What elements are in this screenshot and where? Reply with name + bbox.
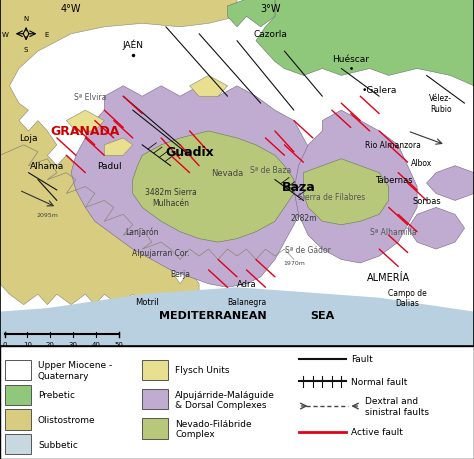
Text: Sª Elvira: Sª Elvira xyxy=(74,93,106,101)
Text: Berja: Berja xyxy=(170,269,190,278)
Text: Olistostrome: Olistostrome xyxy=(38,415,96,424)
Text: Rio Almanzora: Rio Almanzora xyxy=(365,141,421,150)
Text: Lanjarón: Lanjarón xyxy=(126,228,159,237)
Text: 2082m: 2082m xyxy=(290,214,317,223)
Polygon shape xyxy=(0,288,474,347)
Text: Cazorla: Cazorla xyxy=(253,30,287,39)
Text: Sierra de Fílabres: Sierra de Fílabres xyxy=(298,193,365,202)
Text: 3482m Sierra
Mulhacén: 3482m Sierra Mulhacén xyxy=(145,188,197,207)
Polygon shape xyxy=(294,111,417,263)
Text: Upper Miocene -
Quaternary: Upper Miocene - Quaternary xyxy=(38,360,112,380)
Bar xyxy=(5,385,31,405)
Polygon shape xyxy=(104,139,133,156)
Text: SEA: SEA xyxy=(310,310,335,320)
Text: ALMERÍA: ALMERÍA xyxy=(367,272,410,282)
Text: MEDITERRANEAN: MEDITERRANEAN xyxy=(159,310,267,320)
Text: Sª de Baza: Sª de Baza xyxy=(249,165,291,174)
Text: Vélez-
Rubio: Vélez- Rubio xyxy=(429,94,452,114)
Text: 50km: 50km xyxy=(123,341,143,347)
Text: Balanegra: Balanegra xyxy=(227,297,266,306)
Text: Huéscar: Huéscar xyxy=(332,55,369,63)
Polygon shape xyxy=(71,87,322,288)
Text: Normal fault: Normal fault xyxy=(351,377,407,386)
Text: S: S xyxy=(24,47,28,53)
Text: 40: 40 xyxy=(91,341,100,347)
Text: •Galera: •Galera xyxy=(362,86,397,95)
Text: Baza: Baza xyxy=(282,181,316,194)
Bar xyxy=(142,419,168,439)
Polygon shape xyxy=(228,0,275,28)
Text: 3°W: 3°W xyxy=(260,4,281,14)
Text: Alpujarran Cor.: Alpujarran Cor. xyxy=(132,248,190,257)
Text: 2095m: 2095m xyxy=(36,213,58,218)
Bar xyxy=(142,360,168,380)
Text: Motril: Motril xyxy=(135,297,159,306)
Text: Albox: Albox xyxy=(411,158,432,168)
Polygon shape xyxy=(0,0,237,305)
Text: Fault: Fault xyxy=(351,354,373,364)
Text: Subbetic: Subbetic xyxy=(38,440,78,449)
Polygon shape xyxy=(190,76,228,97)
Text: Nevado-Filábride
Complex: Nevado-Filábride Complex xyxy=(175,419,252,438)
Text: Guadix: Guadix xyxy=(165,146,214,159)
Text: W: W xyxy=(2,32,9,38)
Polygon shape xyxy=(303,159,389,225)
Text: Adra: Adra xyxy=(237,280,256,289)
Text: JAÉN: JAÉN xyxy=(122,40,143,50)
Bar xyxy=(142,389,168,409)
Text: Sorbas: Sorbas xyxy=(412,196,441,206)
Polygon shape xyxy=(66,111,104,132)
Text: 1970m: 1970m xyxy=(283,261,305,266)
Polygon shape xyxy=(427,166,474,201)
Bar xyxy=(5,409,31,430)
Text: Padul: Padul xyxy=(97,162,121,171)
Text: Flysch Units: Flysch Units xyxy=(175,366,230,375)
Text: 50: 50 xyxy=(114,341,123,347)
Text: GRANADA: GRANADA xyxy=(51,125,120,138)
Text: N: N xyxy=(23,17,29,22)
Text: Dextral and
sinistral faults: Dextral and sinistral faults xyxy=(365,397,429,416)
Bar xyxy=(5,434,31,454)
Text: 0: 0 xyxy=(2,341,7,347)
Text: 4°W: 4°W xyxy=(61,4,82,14)
Text: 20: 20 xyxy=(46,341,55,347)
Polygon shape xyxy=(408,208,465,250)
Polygon shape xyxy=(133,132,294,242)
Text: Active fault: Active fault xyxy=(351,427,402,437)
Text: 10: 10 xyxy=(23,341,32,347)
Bar xyxy=(5,360,31,380)
Text: Tabernas: Tabernas xyxy=(374,176,412,185)
Text: Sª de Gádor: Sª de Gádor xyxy=(285,245,331,254)
Text: 30: 30 xyxy=(69,341,77,347)
Polygon shape xyxy=(256,0,474,87)
Text: Prebetic: Prebetic xyxy=(38,391,75,399)
Text: E: E xyxy=(45,32,49,38)
Text: Alhama: Alhama xyxy=(30,162,64,171)
Text: Campo de
Dalias: Campo de Dalias xyxy=(388,288,427,308)
Text: Nevada: Nevada xyxy=(211,169,244,178)
Text: Alpujárride-Maláguide
& Dorsal Complexes: Alpujárride-Maláguide & Dorsal Complexes xyxy=(175,390,275,409)
Text: Loja: Loja xyxy=(19,134,38,143)
Text: Sª Alhamilla: Sª Alhamilla xyxy=(370,228,417,237)
